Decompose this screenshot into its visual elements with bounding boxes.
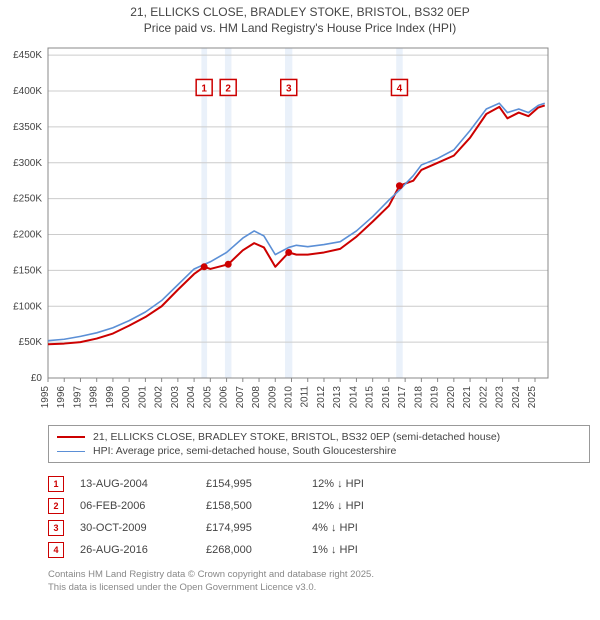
sale-price: £154,995 [206,478,296,490]
footer-attribution: Contains HM Land Registry data © Crown c… [48,569,590,595]
sale-diff: 12% ↓ HPI [312,500,402,512]
svg-text:2021: 2021 [462,386,473,409]
sale-row: 1 13-AUG-2004 £154,995 12% ↓ HPI [48,473,590,495]
sale-marker: 2 [48,498,64,514]
title-line-1: 21, ELLICKS CLOSE, BRADLEY STOKE, BRISTO… [0,4,600,20]
svg-text:2013: 2013 [332,386,343,409]
svg-text:4: 4 [397,84,403,95]
svg-text:2: 2 [225,84,231,95]
sales-table: 1 13-AUG-2004 £154,995 12% ↓ HPI 2 06-FEB-200… [48,473,590,561]
svg-text:1: 1 [201,84,207,95]
sale-diff: 4% ↓ HPI [312,522,402,534]
svg-text:2014: 2014 [348,386,359,409]
legend-item: 21, ELLICKS CLOSE, BRADLEY STOKE, BRISTO… [57,430,581,444]
sale-diff: 12% ↓ HPI [312,478,402,490]
svg-text:2004: 2004 [186,386,197,409]
svg-text:2024: 2024 [511,386,522,409]
svg-text:2000: 2000 [121,386,132,409]
svg-text:2005: 2005 [202,386,213,409]
svg-text:1999: 1999 [105,386,116,409]
sale-price: £158,500 [206,500,296,512]
svg-text:£250K: £250K [13,194,42,205]
title-line-2: Price paid vs. HM Land Registry's House … [0,20,600,36]
legend-item: HPI: Average price, semi-detached house,… [57,444,581,458]
svg-text:1996: 1996 [56,386,67,409]
svg-text:2011: 2011 [300,386,311,408]
legend: 21, ELLICKS CLOSE, BRADLEY STOKE, BRISTO… [48,425,590,463]
svg-text:£100K: £100K [13,302,42,313]
sale-date: 26-AUG-2016 [80,544,190,556]
sale-date: 30-OCT-2009 [80,522,190,534]
svg-text:2022: 2022 [478,386,489,409]
svg-text:£350K: £350K [13,122,42,133]
sale-date: 06-FEB-2006 [80,500,190,512]
svg-text:£50K: £50K [19,338,43,349]
svg-text:£400K: £400K [13,86,42,97]
svg-text:2020: 2020 [446,386,457,409]
sale-marker: 3 [48,520,64,536]
svg-text:2003: 2003 [170,386,181,409]
legend-label: 21, ELLICKS CLOSE, BRADLEY STOKE, BRISTO… [93,431,500,443]
footer-line-1: Contains HM Land Registry data © Crown c… [48,569,590,582]
svg-text:2025: 2025 [527,386,538,409]
sale-date: 13-AUG-2004 [80,478,190,490]
legend-swatch [57,436,85,438]
svg-text:1997: 1997 [72,386,83,409]
svg-text:2006: 2006 [219,386,230,409]
sale-marker: 4 [48,542,64,558]
chart-title: 21, ELLICKS CLOSE, BRADLEY STOKE, BRISTO… [0,0,600,36]
sale-price: £268,000 [206,544,296,556]
sale-diff: 1% ↓ HPI [312,544,402,556]
chart-svg: £0 £50K £100K £150K £200K £250K £300K £350K £400… [0,42,560,412]
sale-row: 3 30-OCT-2009 £174,995 4% ↓ HPI [48,517,590,539]
svg-text:£150K: £150K [13,266,42,277]
svg-text:£200K: £200K [13,230,42,241]
svg-text:2023: 2023 [495,386,506,409]
svg-text:2012: 2012 [316,386,327,409]
svg-text:£450K: £450K [13,51,42,62]
svg-text:£300K: £300K [13,158,42,169]
svg-text:2018: 2018 [413,386,424,409]
svg-text:3: 3 [286,84,292,95]
sale-price: £174,995 [206,522,296,534]
svg-text:1998: 1998 [89,386,100,409]
sale-row: 4 26-AUG-2016 £268,000 1% ↓ HPI [48,539,590,561]
sale-marker: 1 [48,476,64,492]
svg-text:1995: 1995 [40,386,51,409]
legend-swatch [57,451,85,452]
svg-text:£0: £0 [31,373,43,384]
legend-label: HPI: Average price, semi-detached house,… [93,445,396,457]
price-chart: £0 £50K £100K £150K £200K £250K £300K £350K £400… [0,42,600,417]
svg-text:2001: 2001 [137,386,148,409]
svg-text:2008: 2008 [251,386,262,409]
svg-text:2009: 2009 [267,386,278,409]
svg-text:2017: 2017 [397,386,408,409]
svg-text:2010: 2010 [284,386,295,409]
svg-text:2007: 2007 [235,386,246,409]
sale-row: 2 06-FEB-2006 £158,500 12% ↓ HPI [48,495,590,517]
svg-text:2016: 2016 [381,386,392,409]
svg-text:2002: 2002 [154,386,165,409]
footer-line-2: This data is licensed under the Open Gov… [48,582,590,595]
svg-text:2019: 2019 [430,386,441,409]
svg-text:2015: 2015 [365,386,376,409]
